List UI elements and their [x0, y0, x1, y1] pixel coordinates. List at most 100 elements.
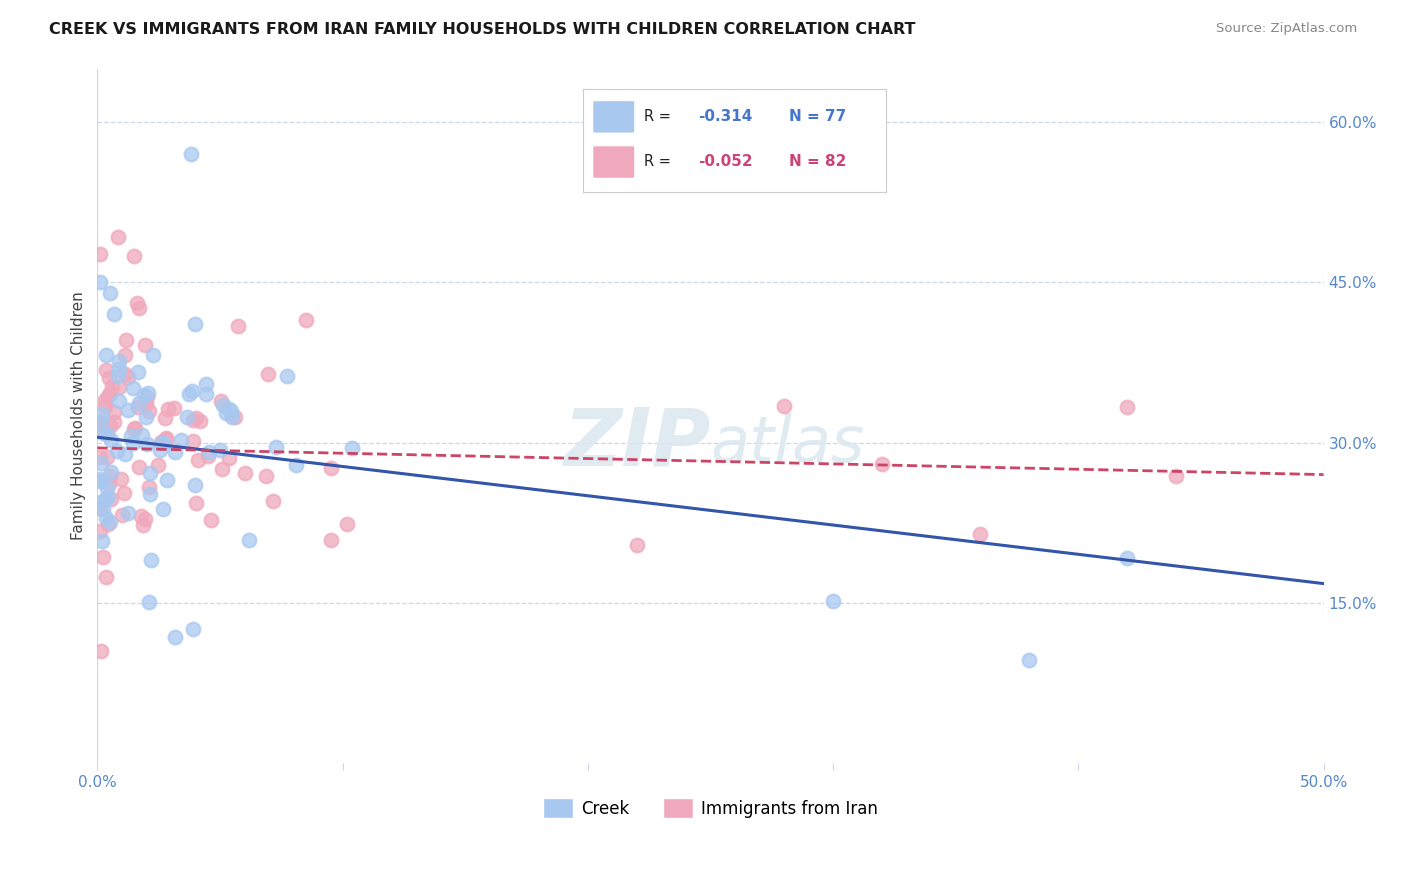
Point [89, 415, 111, 429]
Point [117, 369, 139, 384]
Point [131, 509, 153, 524]
Point [100, 491, 122, 506]
Point [823, 593, 845, 607]
Text: N = 82: N = 82 [789, 153, 846, 169]
Point [94, 511, 117, 525]
Text: ZIP: ZIP [562, 405, 710, 483]
Point [90, 495, 112, 509]
Point [155, 431, 177, 445]
Point [96, 363, 118, 377]
Point [179, 387, 201, 401]
Point [90, 533, 112, 548]
Legend: Creek, Immigrants from Iran: Creek, Immigrants from Iran [536, 792, 884, 824]
Point [134, 337, 156, 351]
Point [342, 442, 364, 456]
Point [184, 495, 207, 509]
Point [773, 399, 796, 413]
Point [98, 371, 121, 385]
Point [155, 432, 177, 446]
Point [135, 397, 157, 411]
Point [128, 301, 150, 315]
Point [117, 506, 139, 520]
Point [183, 477, 205, 491]
Point [212, 398, 235, 412]
Point [150, 434, 173, 449]
Point [96, 426, 118, 441]
Point [152, 502, 174, 516]
Point [89, 246, 111, 260]
Point [90, 414, 112, 428]
Point [107, 362, 129, 376]
Point [100, 433, 122, 447]
Point [224, 409, 246, 424]
Point [181, 434, 204, 448]
Point [238, 533, 260, 547]
Point [114, 447, 136, 461]
Point [90, 644, 112, 658]
Point [195, 376, 218, 391]
Point [114, 348, 136, 362]
Text: N = 77: N = 77 [789, 110, 846, 124]
Point [319, 461, 342, 475]
Point [226, 319, 249, 334]
Point [98, 385, 121, 400]
Point [91, 425, 114, 440]
Point [181, 413, 204, 427]
Point [170, 433, 193, 447]
Text: -0.052: -0.052 [699, 153, 754, 169]
Point [209, 394, 232, 409]
Point [194, 387, 217, 401]
Point [91, 501, 114, 516]
Point [103, 405, 125, 419]
Point [1166, 469, 1188, 483]
Point [181, 384, 204, 399]
Point [176, 409, 198, 424]
Point [97, 389, 120, 403]
Point [89, 474, 111, 488]
Text: Source: ZipAtlas.com: Source: ZipAtlas.com [1216, 22, 1357, 36]
Point [114, 333, 136, 347]
Point [96, 348, 118, 362]
Point [148, 458, 170, 472]
Point [186, 411, 208, 425]
Point [181, 622, 204, 636]
Point [121, 381, 143, 395]
Point [138, 480, 160, 494]
Point [128, 460, 150, 475]
Point [1116, 550, 1139, 565]
Point [107, 230, 129, 244]
Point [122, 248, 145, 262]
Point [148, 442, 170, 457]
Point [117, 403, 139, 417]
Point [128, 396, 150, 410]
Point [97, 516, 120, 531]
Point [136, 385, 159, 400]
Text: atlas: atlas [710, 413, 865, 475]
Point [90, 475, 112, 489]
Text: CREEK VS IMMIGRANTS FROM IRAN FAMILY HOUSEHOLDS WITH CHILDREN CORRELATION CHART: CREEK VS IMMIGRANTS FROM IRAN FAMILY HOU… [49, 22, 915, 37]
Point [188, 413, 211, 427]
Point [105, 444, 128, 458]
Point [103, 415, 125, 429]
Point [969, 527, 991, 541]
Point [120, 429, 142, 443]
Point [89, 275, 111, 289]
Point [96, 570, 118, 584]
Point [101, 379, 124, 393]
Point [198, 445, 221, 459]
Point [163, 401, 186, 416]
Point [1018, 652, 1040, 666]
Point [97, 491, 120, 505]
Point [91, 419, 114, 434]
Point [111, 508, 134, 523]
Point [94, 399, 117, 413]
Point [626, 538, 648, 552]
Point [96, 482, 118, 496]
Text: -0.314: -0.314 [699, 110, 752, 124]
Point [155, 473, 177, 487]
Point [107, 354, 129, 368]
Point [134, 511, 156, 525]
Point [107, 380, 129, 394]
Point [1116, 400, 1139, 414]
Point [218, 401, 240, 416]
